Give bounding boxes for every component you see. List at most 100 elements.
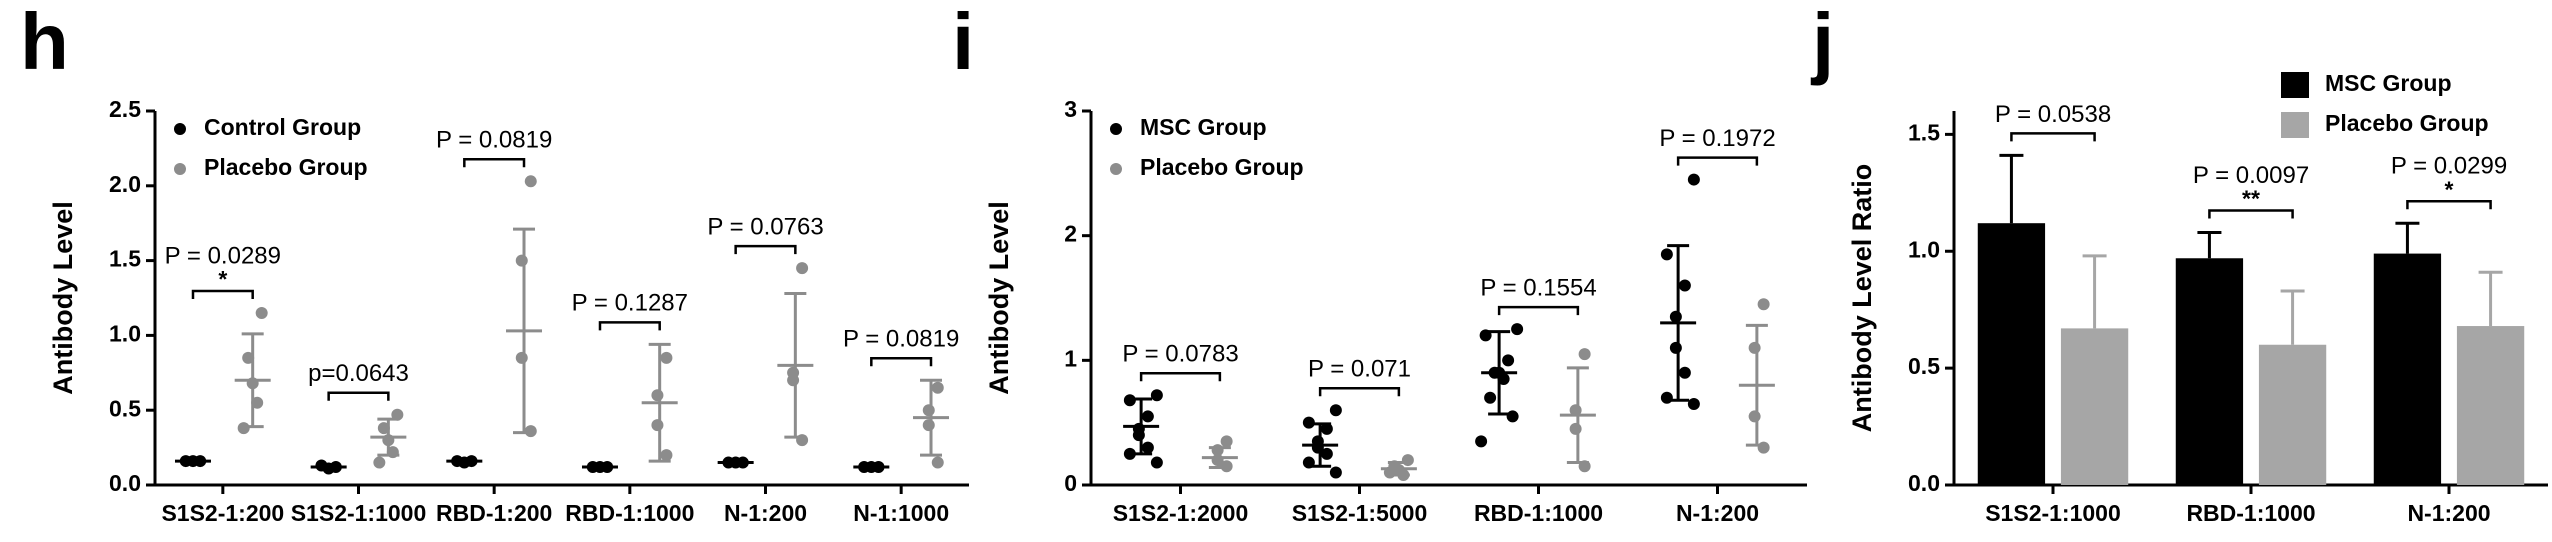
significance-stars: ** (2242, 186, 2260, 212)
data-point (1569, 422, 1582, 435)
bracket (191, 289, 254, 299)
data-point (1220, 435, 1233, 448)
data-point (1150, 456, 1163, 469)
p-value: p=0.0643 (308, 360, 409, 387)
data-point (1660, 248, 1673, 261)
y-tick-label: 2 (1064, 221, 1077, 247)
data-point (922, 419, 935, 432)
data-point (1329, 404, 1342, 417)
x-tick-label: S1S2-1:200 (161, 500, 284, 526)
data-point (1678, 366, 1691, 379)
data-point (1123, 447, 1136, 460)
p-value: P = 0.0763 (707, 213, 823, 240)
p-value: P = 0.1554 (1480, 275, 1596, 302)
data-point (1506, 410, 1519, 423)
p-value: P = 0.0819 (843, 326, 959, 353)
p-value: P = 0.1972 (1659, 125, 1775, 152)
legend-label: Placebo Group (204, 154, 368, 180)
data-point (796, 262, 809, 275)
legend-marker (1110, 163, 1122, 175)
y-tick-label: 1 (1064, 345, 1077, 371)
bracket (2208, 209, 2294, 219)
panel-letter: i (952, 0, 974, 86)
p-value: P = 0.0538 (1995, 101, 2111, 128)
x-tick-label: RBD-1:1000 (2186, 500, 2315, 526)
bracket (1139, 371, 1222, 382)
legend-swatch (2281, 112, 2309, 138)
data-point (1578, 348, 1591, 361)
data-point (1669, 310, 1682, 323)
bar (1977, 223, 2046, 485)
y-tick-label: 0.5 (1908, 353, 1940, 379)
bracket (1676, 156, 1759, 166)
panel-letter: j (1810, 0, 1834, 86)
legend-marker (1110, 123, 1122, 135)
data-point (787, 374, 800, 387)
data-point (515, 351, 528, 364)
bracket (1497, 305, 1580, 316)
p-value: P = 0.0783 (1122, 341, 1238, 368)
y-tick-label: 0.5 (109, 395, 141, 421)
y-tick-label: 1.0 (1908, 236, 1940, 262)
data-point (1132, 429, 1145, 442)
y-tick-label: 1.0 (109, 320, 141, 346)
x-tick-label: RBD-1:1000 (565, 500, 694, 526)
data-point (1757, 298, 1770, 311)
y-tick-label: 1.5 (1908, 119, 1940, 145)
significance-stars: * (218, 266, 227, 292)
bracket (870, 357, 933, 367)
legend-label: MSC Group (1140, 114, 1267, 140)
data-point (1123, 394, 1136, 407)
data-point (1757, 441, 1770, 454)
data-point (1401, 454, 1414, 467)
data-point (1511, 323, 1524, 336)
panel-letter: h (20, 0, 69, 86)
legend-label: Placebo Group (1140, 154, 1304, 180)
data-point (373, 456, 386, 469)
data-point (660, 351, 673, 364)
data-point (1687, 173, 1700, 186)
y-tick-label: 3 (1064, 96, 1077, 122)
data-point (931, 456, 944, 469)
data-point (1678, 279, 1691, 292)
x-tick-label: RBD-1:200 (436, 500, 552, 526)
data-point (1748, 341, 1761, 354)
x-tick-label: N-1:1000 (853, 500, 949, 526)
data-point (1302, 416, 1315, 429)
x-tick-label: S1S2-1:2000 (1113, 500, 1249, 526)
x-tick-label: S1S2-1:5000 (1292, 500, 1428, 526)
data-point (1475, 435, 1488, 448)
bar (2060, 328, 2129, 485)
x-tick-label: S1S2-1:1000 (291, 500, 427, 526)
x-tick-label: S1S2-1:1000 (1985, 500, 2121, 526)
data-point (1141, 410, 1154, 423)
p-value: P = 0.0299 (2391, 153, 2507, 180)
data-point (1484, 391, 1497, 404)
bar (2175, 258, 2244, 485)
legend-marker (174, 123, 186, 135)
bracket (1318, 386, 1401, 397)
data-point (660, 449, 673, 462)
y-tick-label: 0.0 (109, 470, 141, 496)
legend-label: Control Group (204, 114, 361, 140)
y-tick-label: 2.0 (109, 171, 141, 197)
bracket (598, 321, 661, 331)
data-point (1748, 410, 1761, 423)
y-axis-label: Antibody Level (984, 201, 1014, 395)
significance-stars: * (2445, 176, 2454, 202)
y-tick-label: 1.5 (109, 246, 141, 272)
y-axis-label: Antibody Level Ratio (1847, 164, 1877, 433)
x-tick-label: N-1:200 (724, 500, 807, 526)
data-point (651, 389, 664, 402)
y-tick-label: 0 (1064, 470, 1077, 496)
data-point (1320, 422, 1333, 435)
data-point (1141, 441, 1154, 454)
data-point (1320, 447, 1333, 460)
y-axis-label: Antibody Level (48, 201, 78, 395)
legend-swatch (2281, 72, 2309, 98)
x-tick-label: RBD-1:1000 (1474, 500, 1603, 526)
p-value: P = 0.0097 (2193, 162, 2309, 189)
data-point (1502, 354, 1515, 367)
p-value: P = 0.0289 (165, 242, 281, 269)
